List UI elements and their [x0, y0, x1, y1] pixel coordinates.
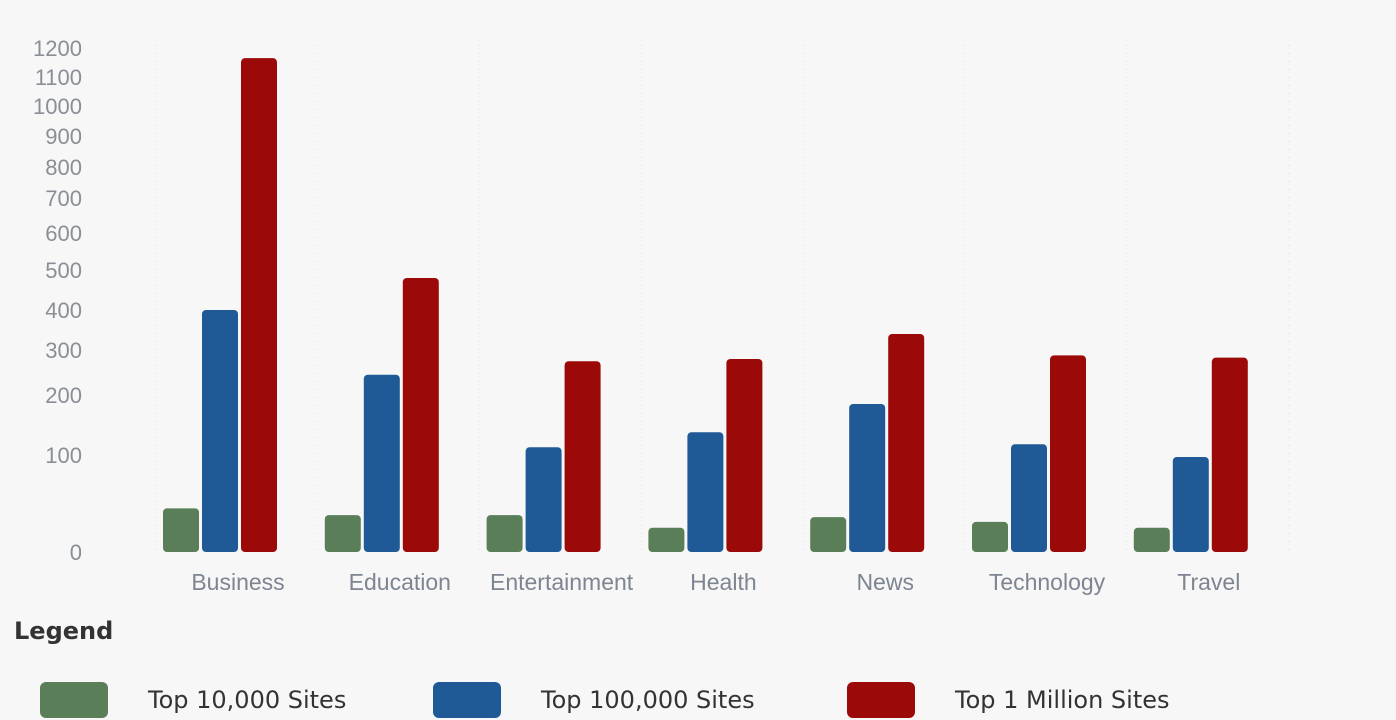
y-tick-label: 900 [45, 124, 82, 149]
bar-top-10-000-sites-education [324, 515, 361, 552]
legend-swatch [40, 682, 108, 718]
bar-top-10-000-sites-health [648, 527, 685, 552]
bars [163, 58, 1248, 553]
bar-top-100-000-sites-travel [1172, 456, 1209, 552]
bar-top-100-000-sites-entertainment [525, 447, 562, 552]
y-tick-label: 1100 [35, 65, 82, 90]
x-tick-label: Technology [989, 569, 1106, 595]
bar-chart: 0 100 200 300 400 500 600 700 800 900 1000 1100 1200… [33, 36, 1290, 595]
bar-top-100-000-sites-health [687, 432, 724, 552]
x-axis: Business Education Entertainment Health News… [191, 569, 1240, 595]
legend: Top 10,000 Sites Top 100,000 Sites Top 1 M… [0, 680, 1396, 720]
legend-label: Top 100,000 Sites [541, 686, 755, 714]
bar-top-10-000-sites-business [163, 508, 199, 552]
x-tick-label: Health [690, 569, 756, 595]
bar-top-1-million-sites-entertainment [564, 361, 601, 552]
x-tick-label: News [856, 569, 914, 595]
y-tick-label: 400 [45, 298, 82, 323]
y-tick-label: 800 [45, 155, 82, 180]
bar-top-1-million-sites-education [402, 278, 439, 552]
bar-top-1-million-sites-technology [1050, 355, 1086, 552]
y-tick-label: 200 [45, 383, 82, 408]
bar-top-100-000-sites-education [363, 374, 400, 552]
x-tick-label: Business [191, 569, 284, 595]
legend-label: Top 1 Million Sites [955, 686, 1170, 714]
y-tick-label: 600 [45, 221, 82, 246]
y-tick-label: 0 [70, 540, 82, 565]
legend-item: Top 100,000 Sites [433, 680, 755, 720]
y-tick-label: 300 [45, 338, 82, 363]
y-tick-label: 500 [45, 258, 82, 283]
legend-swatch [847, 682, 915, 718]
y-tick-label: 1200 [33, 36, 82, 61]
bar-top-100-000-sites-news [849, 404, 886, 552]
bar-top-10-000-sites-technology [972, 521, 1008, 552]
legend-item: Top 10,000 Sites [40, 680, 346, 720]
bar-top-1-million-sites-business [241, 58, 277, 553]
bar-top-10-000-sites-travel [1133, 527, 1170, 552]
bar-top-100-000-sites-business [202, 310, 238, 552]
bar-top-100-000-sites-technology [1011, 444, 1047, 552]
x-tick-label: Travel [1177, 569, 1240, 595]
y-tick-label: 700 [45, 186, 82, 211]
y-tick-label: 1000 [33, 94, 82, 119]
bar-top-1-million-sites-news [888, 334, 925, 552]
y-tick-label: 100 [45, 443, 82, 468]
bar-top-10-000-sites-entertainment [486, 515, 523, 552]
bar-top-1-million-sites-travel [1211, 357, 1248, 552]
x-tick-label: Entertainment [490, 569, 634, 595]
bar-top-10-000-sites-news [810, 517, 847, 552]
legend-swatch [433, 682, 501, 718]
legend-label: Top 10,000 Sites [148, 686, 347, 714]
legend-item: Top 1 Million Sites [847, 680, 1170, 720]
legend-title: Legend [14, 617, 114, 645]
y-axis: 0 100 200 300 400 500 600 700 800 900 1000 1100 1200 [33, 36, 82, 565]
bar-top-1-million-sites-health [726, 359, 763, 552]
x-tick-label: Education [349, 569, 451, 595]
